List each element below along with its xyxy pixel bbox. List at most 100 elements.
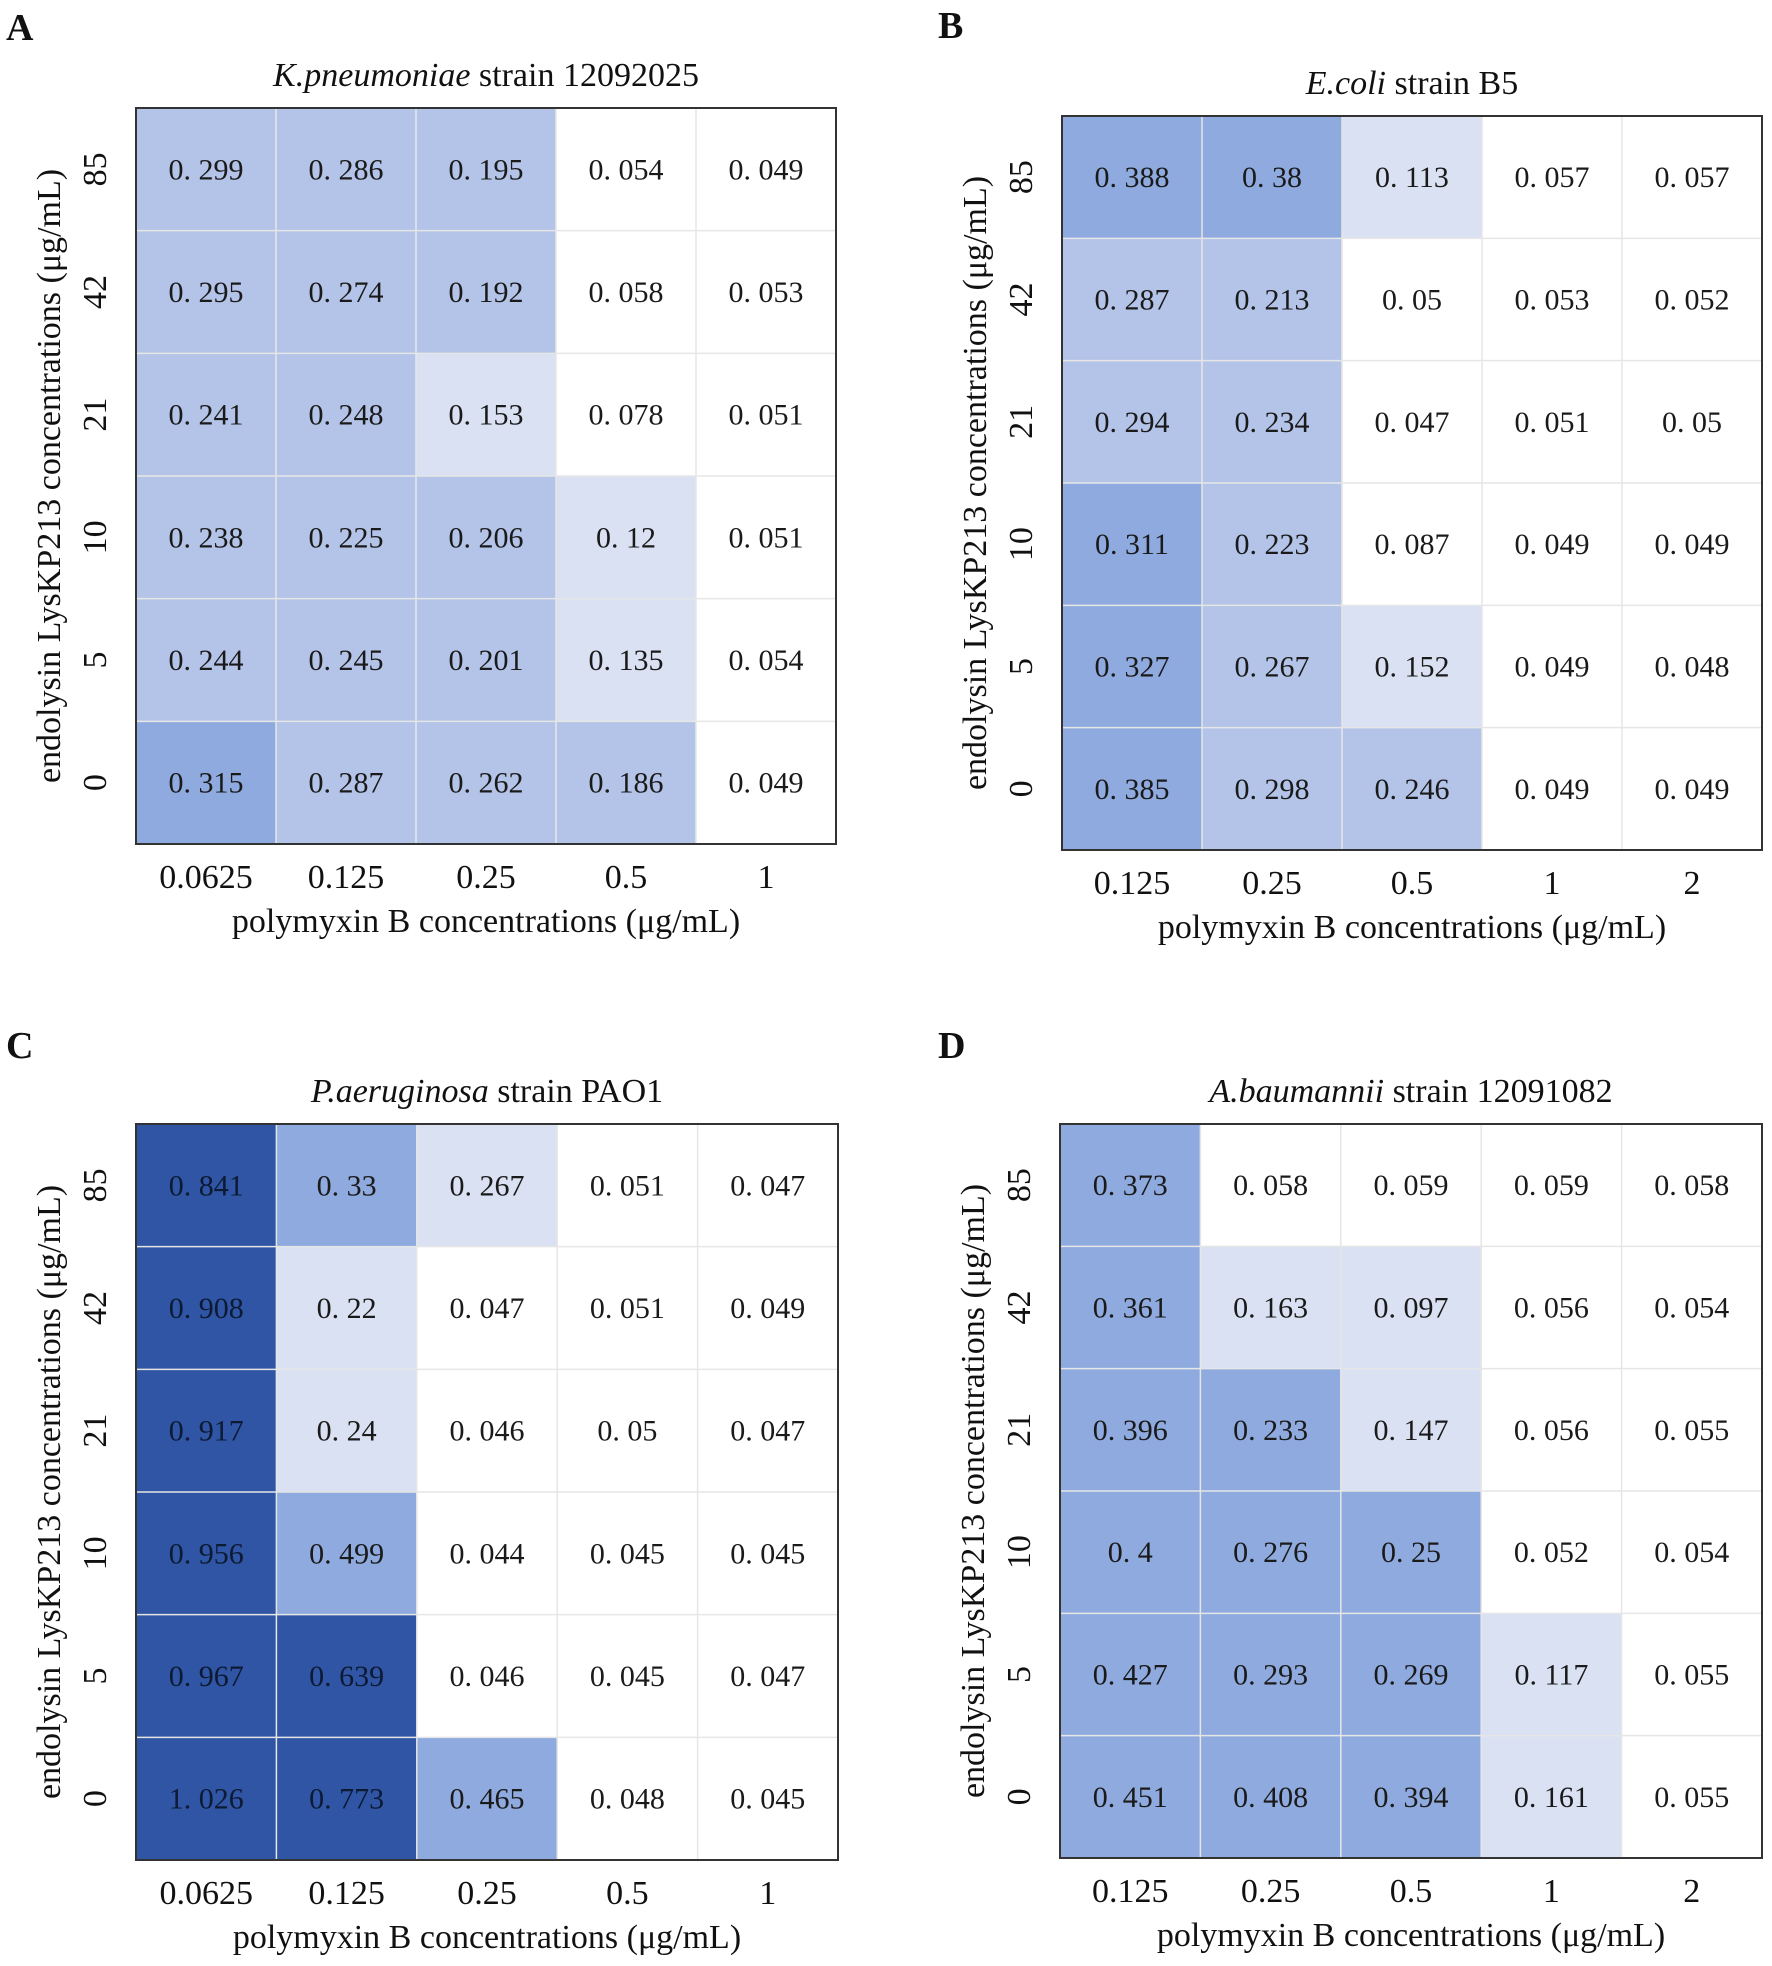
cell-value: 0. 047: [730, 1415, 805, 1448]
cell-value: 0. 388: [1095, 161, 1170, 194]
y-tick-label: 5: [77, 652, 114, 669]
x-tick-label: 0.25: [457, 1875, 517, 1912]
cell-value: 0. 293: [1233, 1659, 1308, 1692]
y-tick-label: 21: [1003, 405, 1040, 439]
cell-value: 0. 135: [589, 644, 664, 677]
cell-value: 0. 773: [309, 1783, 384, 1816]
heatmap-cell: [1622, 360, 1762, 483]
x-tick-label: 0.0625: [159, 1875, 253, 1912]
cell-value: 0. 059: [1514, 1169, 1589, 1202]
cell-value: 0. 055: [1654, 1414, 1729, 1447]
heatmap-cell: [416, 476, 556, 599]
y-tick-label: 0: [1003, 780, 1040, 797]
heatmap-cell: [556, 353, 696, 476]
cell-value: 0. 152: [1375, 651, 1450, 684]
cell-value: 0. 078: [589, 399, 664, 432]
heatmap-cell: [1482, 360, 1622, 483]
heatmap-cell: [1621, 1368, 1762, 1491]
cell-value: 0. 05: [1382, 284, 1442, 317]
y-tick-label: 85: [77, 1168, 114, 1202]
y-tick-label: 21: [77, 398, 114, 432]
heatmap-cell: [697, 1369, 838, 1492]
cell-value: 0. 161: [1514, 1781, 1589, 1814]
cell-value: 0. 394: [1374, 1781, 1449, 1814]
cell-value: 0. 396: [1093, 1414, 1168, 1447]
heatmap-cell: [136, 1737, 277, 1860]
cell-value: 0. 051: [729, 399, 804, 432]
heatmap-cell: [1340, 1491, 1482, 1614]
heatmap-cell: [1482, 483, 1622, 606]
heatmap-cell: [557, 1614, 698, 1738]
cell-value: 0. 427: [1093, 1659, 1168, 1692]
cell-value: 0. 117: [1514, 1659, 1588, 1692]
cell-value: 0. 049: [1515, 651, 1590, 684]
title-strain: strain 12091082: [1384, 1073, 1613, 1110]
y-tick-label: 42: [77, 275, 114, 309]
cell-value: 0. 047: [730, 1660, 805, 1693]
heatmap-cell: [1060, 1124, 1201, 1247]
cell-value: 0. 047: [730, 1169, 805, 1202]
x-tick-label: 1: [759, 1875, 776, 1912]
heatmap-cell: [557, 1124, 698, 1247]
heatmap-cell: [1482, 116, 1622, 239]
heatmap-cell: [1202, 116, 1342, 239]
heatmap-cell: [276, 1124, 417, 1247]
x-tick-label: 0.25: [1242, 865, 1302, 902]
x-tick-label: 1: [758, 859, 775, 896]
y-tick-label: 21: [77, 1414, 114, 1448]
cell-value: 0. 051: [729, 521, 804, 554]
cell-value: 0. 052: [1655, 284, 1730, 317]
heatmap-cell: [276, 721, 416, 844]
cell-value: 0. 276: [1233, 1536, 1308, 1569]
heatmap-cell: [416, 721, 556, 844]
cell-value: 0. 049: [729, 153, 804, 186]
cell-value: 0. 274: [309, 276, 384, 309]
cell-value: 0. 054: [589, 153, 664, 186]
heatmap-cell: [556, 108, 696, 231]
heatmap-cell: [697, 1737, 838, 1860]
cell-value: 0. 295: [169, 276, 244, 309]
x-tick-label: 1: [1544, 865, 1561, 902]
cell-value: 0. 047: [1375, 406, 1450, 439]
heatmap-cell: [416, 1369, 558, 1492]
y-tick-label: 42: [1001, 1291, 1038, 1325]
panel-label: C: [6, 1025, 33, 1067]
heatmap-cell: [1482, 238, 1622, 361]
cell-value: 0. 047: [450, 1292, 525, 1325]
heatmap-cell: [136, 1369, 277, 1492]
y-tick-label: 0: [77, 774, 114, 791]
cell-value: 0. 057: [1515, 161, 1590, 194]
heatmap-cell: [1482, 605, 1622, 728]
cell-value: 0. 213: [1235, 284, 1310, 317]
heatmap-cell: [136, 108, 276, 231]
heatmap-cell: [1060, 1491, 1201, 1614]
x-tick-label: 0.125: [308, 1875, 385, 1912]
heatmap-cell: [1622, 483, 1762, 606]
heatmap-cell: [416, 1614, 558, 1738]
heatmap-cell: [1062, 360, 1202, 483]
heatmap-cell: [136, 1124, 277, 1247]
cell-value: 0. 051: [590, 1169, 665, 1202]
cell-value: 0. 908: [169, 1292, 244, 1325]
y-tick-label: 10: [1001, 1535, 1038, 1569]
heatmap-cell: [1200, 1124, 1341, 1247]
cell-value: 0. 917: [169, 1415, 244, 1448]
cell-value: 0. 05: [1662, 406, 1722, 439]
cell-value: 0. 262: [449, 767, 524, 800]
cell-value: 0. 051: [590, 1292, 665, 1325]
y-axis-label: endolysin LysKP213 concentrations (μg/mL…: [31, 1185, 68, 1799]
cell-value: 0. 05: [597, 1415, 657, 1448]
cell-value: 0. 38: [1242, 161, 1302, 194]
cell-value: 0. 12: [596, 521, 656, 554]
cell-value: 0. 045: [730, 1783, 805, 1816]
cell-value: 0. 147: [1374, 1414, 1449, 1447]
heatmap-cell: [1200, 1491, 1341, 1614]
cell-value: 0. 045: [590, 1537, 665, 1570]
heatmap-cell: [1342, 116, 1482, 239]
cell-value: 0. 311: [1095, 528, 1169, 561]
heatmap-cell: [416, 353, 556, 476]
heatmap-cell: [416, 1737, 558, 1860]
y-tick-label: 5: [1001, 1666, 1038, 1683]
cell-value: 0. 206: [449, 521, 524, 554]
heatmap-cell: [276, 1737, 417, 1860]
